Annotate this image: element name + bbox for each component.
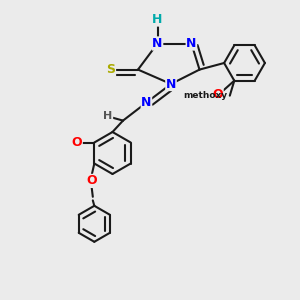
Text: S: S bbox=[106, 63, 116, 76]
Text: O: O bbox=[72, 136, 82, 149]
Text: H: H bbox=[152, 13, 163, 26]
Text: N: N bbox=[141, 96, 152, 109]
Text: N: N bbox=[152, 37, 163, 50]
Text: O: O bbox=[212, 88, 223, 101]
Text: H: H bbox=[103, 111, 112, 122]
Text: methoxy: methoxy bbox=[184, 91, 228, 100]
Text: O: O bbox=[86, 174, 97, 188]
Text: N: N bbox=[186, 37, 197, 50]
Text: N: N bbox=[166, 77, 176, 91]
